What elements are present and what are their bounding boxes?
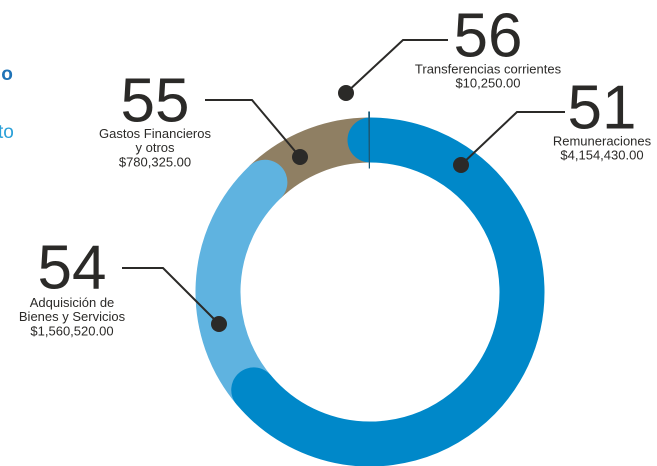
leader-dot bbox=[338, 85, 354, 101]
leader-dot bbox=[211, 316, 227, 332]
segment-value: $4,154,430.00 bbox=[560, 147, 643, 162]
segment-name: Gastos Financieros y otros bbox=[99, 126, 211, 155]
segment-code: 54 bbox=[38, 233, 107, 302]
segment-value: $780,325.00 bbox=[119, 154, 191, 169]
leader-line bbox=[345, 39, 448, 94]
donut-segment bbox=[195, 159, 288, 413]
cropped-text: lo bbox=[0, 64, 13, 85]
segment-code: 56 bbox=[454, 1, 523, 70]
leader-line bbox=[122, 267, 220, 325]
segment-name: Adquisición de Bienes y Servicios bbox=[19, 295, 126, 324]
leader-dot bbox=[453, 157, 469, 173]
segment-value: $10,250.00 bbox=[455, 75, 520, 90]
segment-code: 55 bbox=[121, 66, 190, 135]
segment-name: Remuneraciones bbox=[553, 133, 652, 148]
cropped-text: to bbox=[0, 122, 14, 143]
segment-value: $1,560,520.00 bbox=[30, 323, 113, 338]
leader-dot bbox=[292, 149, 308, 165]
segment-name: Transferencias corrientes bbox=[415, 61, 562, 76]
leader-line bbox=[205, 99, 301, 158]
segment-code: 51 bbox=[568, 73, 637, 142]
leader-line bbox=[460, 111, 565, 166]
